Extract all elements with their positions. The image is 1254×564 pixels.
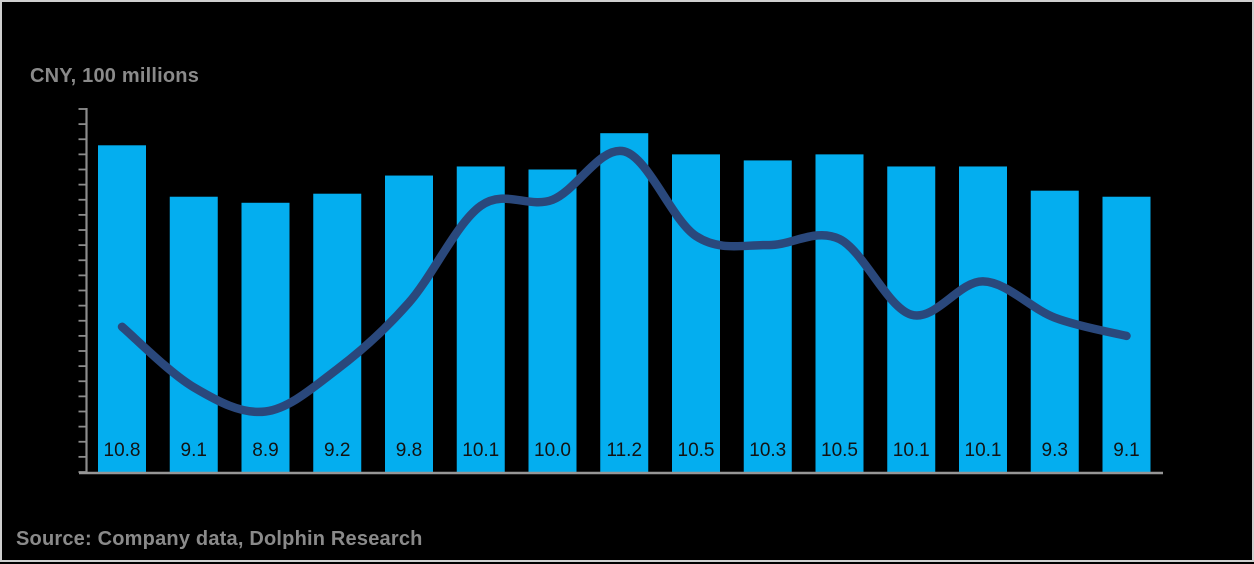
bar-value-label: 9.8 [396,440,422,461]
bar [743,160,792,473]
chart-title: CNY, 100 millions [30,65,200,87]
bar [313,193,362,472]
bar [600,133,649,472]
bar [98,145,146,473]
bar-value-label: 8.9 [252,440,278,461]
bar-value-label: 10.1 [893,440,930,461]
bar-value-labels: 10.8 9.1 8.9 9.2 9.8 10.1 10.0 11.2 10.5 10.3 10.5… [104,440,1140,461]
bar-value-label: 10.1 [462,440,499,461]
bar-value-label: 9.3 [1042,440,1068,461]
trend-line-path [117,146,1131,417]
bar [887,166,936,472]
bar-value-label: 10.1 [965,440,1002,461]
bar-value-label: 10.0 [534,440,571,461]
bars-group [98,133,1151,473]
bar [672,154,720,472]
bar [1030,190,1079,473]
bar-value-label: 9.1 [181,440,207,461]
trend-line [117,146,1131,417]
bar [241,202,290,472]
bar-value-label: 9.2 [324,440,350,461]
bar [815,154,864,472]
source-caption: Source: Company data, Dolphin Research [16,528,423,550]
bar-value-label: 9.1 [1113,440,1139,461]
bar-value-label: 10.8 [104,440,141,461]
bar [169,196,218,472]
bar-value-label: 10.5 [821,440,858,461]
bar [528,169,577,472]
bar-value-label: 11.2 [606,440,642,461]
bar [959,166,1007,472]
y-axis-minor-ticks [78,108,87,473]
bar-value-label: 10.3 [749,440,786,461]
bar [456,166,505,472]
bar-value-label: 10.5 [678,440,715,461]
